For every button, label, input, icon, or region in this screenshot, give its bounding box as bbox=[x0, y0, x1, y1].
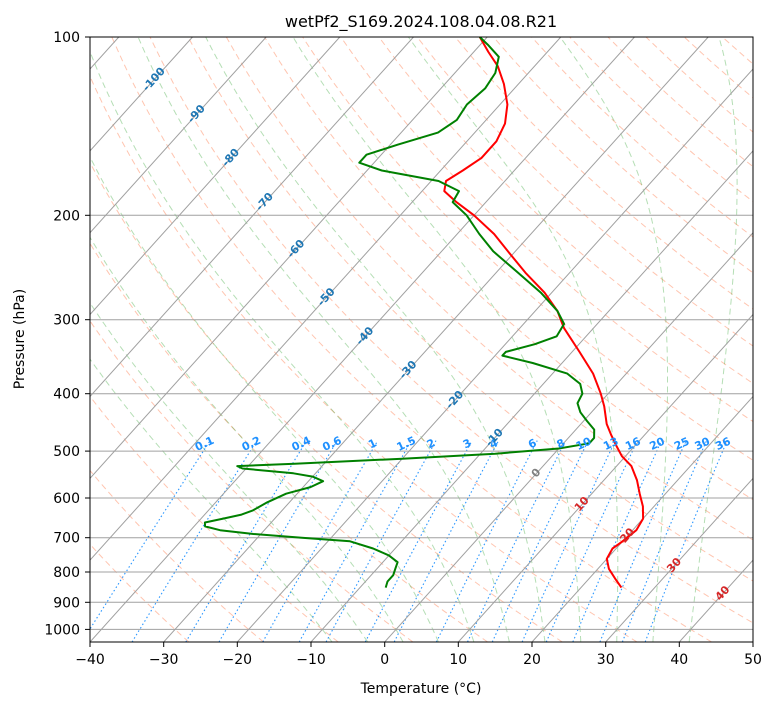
moist-adiabat-line bbox=[559, 37, 668, 642]
dewpoint-profile-line bbox=[203, 37, 596, 588]
mixing-ratio-label: 13 bbox=[601, 435, 620, 453]
y-tick-label: 200 bbox=[53, 208, 80, 224]
isotherm-line bbox=[90, 37, 341, 316]
x-axis-title: Temperature (°C) bbox=[360, 681, 482, 697]
mixing-ratio-line bbox=[599, 440, 687, 642]
y-tick-label: 900 bbox=[53, 595, 80, 611]
moist-adiabat-line bbox=[205, 37, 546, 642]
isotherm-line bbox=[90, 37, 267, 234]
mixing-ratio-line bbox=[218, 440, 338, 642]
x-tick-label: 20 bbox=[523, 652, 541, 668]
mixing-ratio-labels: 0.1 0.2 0.4 0.6 1 1.5 2 3 4 6 8 10 13 16 20 25 30 36 bbox=[193, 434, 733, 454]
mixing-ratio-line bbox=[467, 440, 567, 642]
y-tick-label: 300 bbox=[53, 313, 80, 329]
mixing-ratio-line bbox=[185, 440, 308, 642]
isotherm-line bbox=[605, 477, 753, 642]
mixing-ratio-line bbox=[521, 440, 616, 642]
x-tick-label: 50 bbox=[744, 652, 762, 668]
y-tick-label: 500 bbox=[53, 444, 80, 460]
plot-area: 0.1 0.2 0.4 0.6 1 1.5 2 3 4 6 8 10 13 16 20 25 30 36 -100… bbox=[90, 37, 753, 642]
mixing-ratio-label: 20 bbox=[648, 435, 668, 453]
dry-adiabat-line bbox=[416, 37, 753, 347]
moist-adiabat-line bbox=[137, 37, 510, 642]
isotherm-line bbox=[457, 313, 753, 642]
mixing-ratio-line bbox=[298, 440, 412, 642]
isotherm-line bbox=[90, 37, 635, 642]
x-tick-label: 30 bbox=[597, 652, 615, 668]
x-axis: −40 −30 −20 −10 0 10 20 30 40 50 bbox=[75, 642, 762, 668]
mixing-ratio-label: 25 bbox=[672, 435, 691, 453]
dry-adiabat-line bbox=[454, 37, 753, 310]
moist-adiabat-line bbox=[90, 302, 369, 642]
isotherm-line bbox=[310, 150, 753, 642]
isobar-gridlines bbox=[90, 37, 753, 630]
dry-adiabat-line bbox=[111, 37, 712, 642]
isotherm-line bbox=[384, 232, 753, 642]
y-tick-label: 600 bbox=[53, 491, 80, 507]
isotherm-line bbox=[90, 37, 193, 152]
mixing-ratio-line bbox=[325, 440, 437, 642]
x-tick-label: 40 bbox=[670, 652, 688, 668]
x-tick-label: −20 bbox=[223, 652, 253, 668]
x-tick-label: 10 bbox=[449, 652, 467, 668]
dry-adiabat-line bbox=[90, 469, 264, 642]
mixing-ratio-line bbox=[435, 440, 538, 642]
mixing-ratio-line bbox=[131, 440, 258, 642]
isotherm-line bbox=[236, 68, 753, 642]
y-tick-label: 1000 bbox=[44, 622, 80, 638]
moist-adiabat-line bbox=[292, 37, 582, 642]
mixing-ratio-line bbox=[90, 440, 211, 630]
x-tick-label: −30 bbox=[149, 652, 179, 668]
chart-title: wetPf2_S169.2024.108.04.08.R21 bbox=[285, 12, 557, 32]
isotherm-line bbox=[90, 37, 488, 480]
moist-adiabat-line bbox=[90, 236, 404, 642]
isotherm-line bbox=[163, 37, 709, 642]
moist-adiabat-line bbox=[90, 50, 475, 642]
plot-frame bbox=[89, 36, 754, 643]
dry-adiabat-line bbox=[90, 395, 339, 642]
moist-adiabat-line bbox=[90, 358, 333, 642]
moist-adiabat-line bbox=[90, 156, 439, 642]
profile-series bbox=[203, 37, 645, 589]
mixing-ratio-label: 30 bbox=[693, 435, 713, 453]
mixing-ratio-line bbox=[545, 440, 638, 642]
isotherm-line bbox=[90, 37, 562, 561]
dry-adiabat-line bbox=[149, 37, 753, 624]
temperature-profile-line bbox=[443, 37, 645, 589]
isotherm-line bbox=[90, 37, 414, 398]
mixing-ratio-label: 10 bbox=[574, 435, 594, 453]
moist-adiabats bbox=[90, 37, 738, 642]
mixing-ratio-label: 36 bbox=[713, 435, 733, 453]
moist-adiabat-line bbox=[407, 37, 619, 642]
y-tick-label: 100 bbox=[53, 30, 80, 46]
dry-adiabat-line bbox=[90, 242, 488, 642]
y-axis-title: Pressure (hPa) bbox=[12, 289, 28, 389]
y-tick-label: 800 bbox=[53, 565, 80, 581]
dry-adiabat-line bbox=[90, 161, 563, 642]
x-tick-label: 0 bbox=[380, 652, 389, 668]
moist-adiabat-line bbox=[688, 37, 738, 642]
y-axis: 100 200 300 400 500 600 700 800 900 1000 bbox=[44, 30, 90, 638]
dry-adiabat-line bbox=[90, 543, 190, 642]
y-tick-label: 700 bbox=[53, 531, 80, 547]
x-tick-label: −40 bbox=[75, 652, 105, 668]
mixing-ratio-label: 16 bbox=[623, 435, 643, 453]
y-tick-label: 400 bbox=[53, 387, 80, 403]
x-tick-label: −10 bbox=[296, 652, 326, 668]
